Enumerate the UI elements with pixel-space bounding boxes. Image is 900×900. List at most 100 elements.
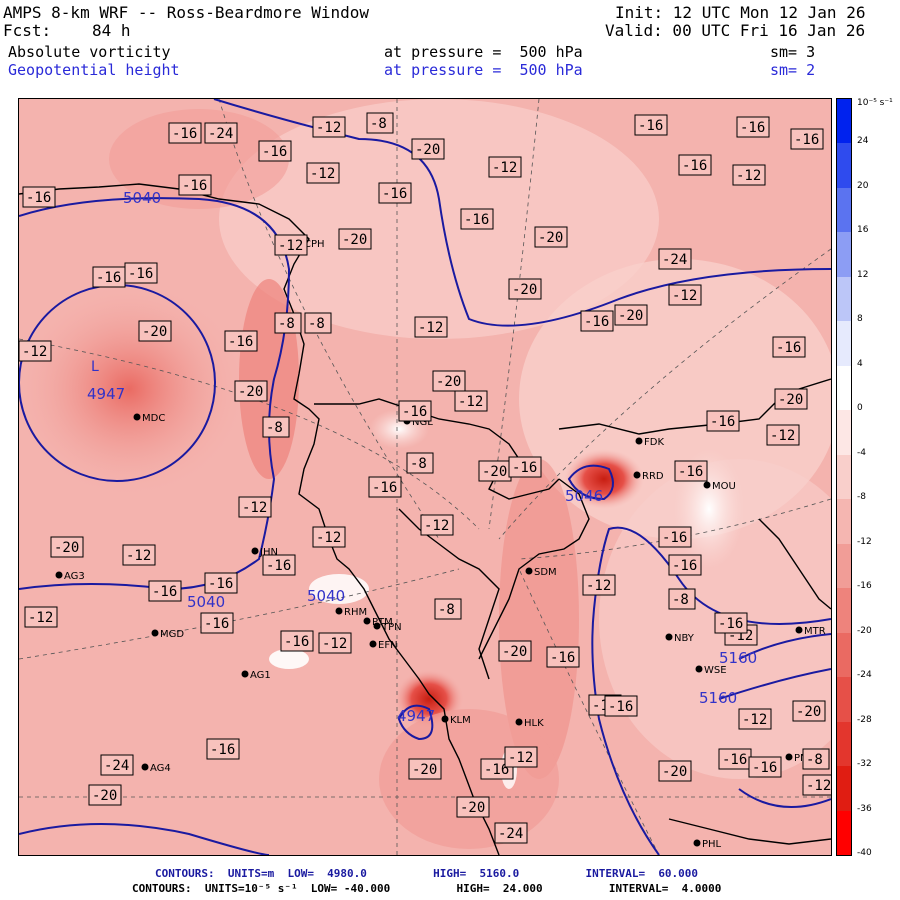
vorticity-label: -16: [550, 650, 575, 666]
station-dot: [525, 567, 533, 575]
vorticity-label: -16: [152, 584, 177, 600]
station-label: PTM: [372, 617, 393, 628]
station-label: AG4: [150, 763, 171, 774]
height-labels: 5040 4947 5040 5040 5046 5160 5160 4947 …: [87, 189, 757, 725]
vorticity-label: -8: [438, 602, 455, 618]
vorticity-label: -24: [104, 758, 129, 774]
colorbar-tick-label: -24: [857, 670, 872, 681]
vorticity-label: -8: [410, 456, 427, 472]
vorticity-label-box: [258, 140, 292, 162]
station-label: SDM: [534, 567, 557, 578]
vorticity-label: -20: [342, 232, 367, 248]
vorticity-label: -16: [204, 616, 229, 632]
vorticity-label: -12: [492, 160, 517, 176]
vorticity-label-box: [494, 822, 528, 844]
valid-time: Valid: 00 UTC Fri 16 Jan 26: [605, 21, 866, 40]
colorbar-tick-label: -28: [857, 714, 872, 725]
forecast-map: 5040 4947 5040 5040 5046 5160 5160 4947 …: [18, 98, 832, 856]
vorticity-label-box: [658, 526, 692, 548]
vorticity-label: -16: [464, 212, 489, 228]
footer-height-contours: CONTOURS: UNITS=m LOW= 4980.0 HIGH= 5160…: [155, 867, 699, 880]
colorbar-tick-label: 24: [857, 136, 869, 147]
station-dot: [241, 670, 249, 678]
colorbar-tick-label: -20: [857, 625, 872, 636]
station-dot: [335, 607, 343, 615]
station-dot: [693, 839, 701, 847]
station-dot: [133, 413, 141, 421]
vorticity-label-box: [406, 452, 434, 474]
height-label: 4947: [397, 707, 435, 725]
vorticity-label-box: [24, 606, 58, 628]
height-label: 5160: [699, 689, 737, 707]
vorticity-label-box: [456, 796, 490, 818]
vorticity-label: -12: [126, 548, 151, 564]
station-label: PHL: [702, 839, 722, 850]
station-dot: [369, 640, 377, 648]
height-label: 5160: [719, 649, 757, 667]
vorticity-label: -20: [502, 644, 527, 660]
vorticity-label: -12: [672, 288, 697, 304]
footer-vorticity-contours: CONTOURS: UNITS=10⁻⁵ s⁻¹ LOW= -40.000 HI…: [132, 882, 722, 895]
colorbar-segment: [837, 143, 851, 188]
vorticity-label-box: [92, 266, 126, 288]
station-dot: [141, 763, 149, 771]
vorticity-label: -16: [794, 132, 819, 148]
vorticity-label: -16: [26, 190, 51, 206]
vorticity-label-box: [668, 554, 702, 576]
colorbar: [836, 98, 852, 856]
station-dot: [635, 437, 643, 445]
vorticity-label: -16: [512, 460, 537, 476]
vorticity-label-box: [200, 612, 234, 634]
height-label: 5040: [123, 189, 161, 207]
vorticity-label: -16: [718, 616, 743, 632]
vorticity-label: -20: [436, 374, 461, 390]
colorbar-segment: [837, 321, 851, 366]
vorticity-label-box: [748, 756, 782, 778]
vorticity-label: -16: [776, 340, 801, 356]
vorticity-label-box: [504, 746, 538, 768]
forecast-hour: 84 h: [92, 21, 131, 40]
vorticity-label: -12: [770, 428, 795, 444]
station-label: JHN: [259, 547, 278, 558]
vorticity-label: -16: [284, 634, 309, 650]
vorticity-label-box: [122, 544, 156, 566]
vorticity-label-box: [378, 182, 412, 204]
vorticity-label: -12: [242, 500, 267, 516]
vorticity-label: -12: [736, 168, 761, 184]
vorticity-label: -16: [208, 576, 233, 592]
vorticity-label: -12: [508, 750, 533, 766]
station-label: MTR: [804, 626, 826, 637]
vorticity-label-box: [460, 208, 494, 230]
vorticity-label: -16: [584, 314, 609, 330]
vorticity-label-box: [148, 580, 182, 602]
colorbar-tick-label: -12: [857, 536, 872, 547]
height-label: 4947: [87, 385, 125, 403]
vorticity-label: -20: [238, 384, 263, 400]
vorticity-label: -16: [662, 530, 687, 546]
vorticity-label: -12: [806, 778, 831, 794]
station-dot: [151, 629, 159, 637]
vorticity-label-box: [420, 514, 454, 536]
colorbar-segment: [837, 677, 851, 722]
vorticity-label: -20: [538, 230, 563, 246]
vorticity-label-box: [736, 116, 770, 138]
vorticity-label: -16: [128, 266, 153, 282]
colorbar-tick-label: 16: [857, 225, 869, 236]
station-dot: [441, 715, 449, 723]
vorticity-label-box: [706, 410, 740, 432]
forecast-label: Fcst:: [3, 21, 52, 40]
vorticity-label: -8: [308, 316, 325, 332]
colorbar-segment: [837, 410, 851, 455]
vorticity-label-box: [508, 278, 542, 300]
vorticity-label: -16: [484, 762, 509, 778]
vorticity-label: -16: [182, 178, 207, 194]
vorticity-label-box: [508, 456, 542, 478]
vorticity-label: -16: [172, 126, 197, 142]
vorticity-label-box: [732, 164, 766, 186]
colorbar-segment: [837, 454, 851, 500]
colorbar-tick-label: -36: [857, 803, 872, 814]
colorbar-segment: [837, 365, 851, 411]
vorticity-label: -20: [482, 464, 507, 480]
vorticity-label-box: [318, 632, 352, 654]
low-marker: L: [91, 359, 99, 375]
